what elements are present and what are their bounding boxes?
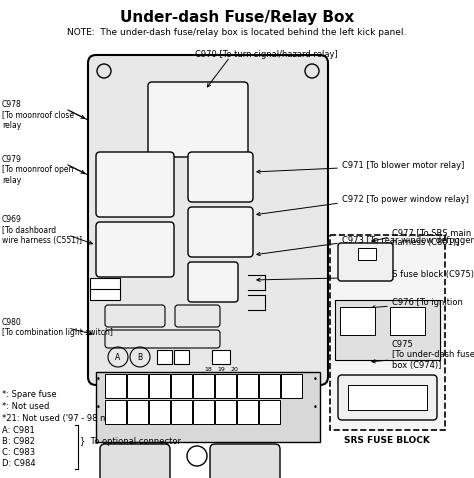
Bar [157,350,172,364]
Text: C980
[To combination light switch]: C980 [To combination light switch] [2,318,113,337]
Bar [259,374,280,398]
FancyBboxPatch shape [338,243,393,281]
Bar [149,400,170,424]
Bar [335,300,440,360]
Text: D: C984: D: C984 [2,459,36,468]
FancyBboxPatch shape [96,222,174,277]
Text: *21: Not used ('97 - 98 models): *21: Not used ('97 - 98 models) [2,414,134,423]
Bar [348,385,427,410]
Text: 11: 11 [155,383,164,389]
Bar [193,400,214,424]
Text: 14: 14 [221,383,229,389]
Text: C972 [To power window relay]: C972 [To power window relay] [342,196,469,205]
Text: C969
[To dashboard
wire harness (C551)]: C969 [To dashboard wire harness (C551)] [2,215,82,245]
Text: 7: 7 [246,410,249,414]
Bar [127,400,148,424]
Text: C979
[To moonroof open
relay: C979 [To moonroof open relay [2,155,73,185]
Bar [105,374,126,398]
Text: 17: 17 [288,383,295,389]
Text: C973 [To rear window defogger relay]: C973 [To rear window defogger relay] [342,236,474,245]
Text: 22: 22 [92,281,101,287]
Text: A: A [115,352,120,361]
Text: 6: 6 [224,410,228,414]
Text: C976 [To ignition
switch]: C976 [To ignition switch] [392,298,463,317]
Text: 15: 15 [244,383,251,389]
Bar [281,374,302,398]
Text: C977 [To SRS main
harness (C801)]: C977 [To SRS main harness (C801)] [392,228,471,248]
Text: 3: 3 [157,410,162,414]
Text: 18: 18 [204,367,212,372]
Text: C974 [To SRS fuse block (C975)]: C974 [To SRS fuse block (C975)] [342,271,474,280]
Text: B: C982: B: C982 [2,437,35,446]
Text: 10: 10 [134,383,141,389]
Text: NOTE:  The under-dash fuse/relay box is located behind the left kick panel.: NOTE: The under-dash fuse/relay box is l… [67,28,407,37]
Text: 13: 13 [200,383,208,389]
Text: 2: 2 [136,410,139,414]
FancyBboxPatch shape [148,82,248,157]
Text: SRS FUSE BLOCK: SRS FUSE BLOCK [344,436,430,445]
Text: •: • [312,403,318,413]
FancyBboxPatch shape [188,207,253,257]
Text: }  To optional connector: } To optional connector [80,437,181,446]
Text: C978
[To moonroof close
relay: C978 [To moonroof close relay [2,100,74,130]
Text: 16: 16 [265,383,273,389]
Bar [237,374,258,398]
FancyBboxPatch shape [105,330,220,348]
Text: 23: 23 [352,313,362,322]
Bar [340,307,375,335]
Text: C971 [To blower motor relay]: C971 [To blower motor relay] [342,161,465,170]
Text: •: • [96,374,100,383]
Text: A: C981: A: C981 [2,426,35,435]
Text: +: + [220,352,226,358]
Text: 12: 12 [178,383,185,389]
Text: 4: 4 [180,410,183,414]
Bar [105,400,126,424]
Bar [127,374,148,398]
Bar [358,248,376,260]
Text: 8: 8 [267,410,272,414]
Bar [390,307,425,335]
Bar [215,374,236,398]
Text: 24: 24 [402,313,412,322]
Text: Under-dash Fuse/Relay Box: Under-dash Fuse/Relay Box [120,10,354,25]
Text: C: C983: C: C983 [2,448,35,457]
FancyBboxPatch shape [175,305,220,327]
FancyBboxPatch shape [105,305,165,327]
Bar [237,400,258,424]
Text: •: • [96,403,100,413]
Text: C975
[To under-dash fuse/relay
box (C974)]: C975 [To under-dash fuse/relay box (C974… [392,340,474,370]
Text: D: D [179,352,185,361]
FancyBboxPatch shape [88,55,328,385]
FancyBboxPatch shape [338,375,437,420]
Text: 9: 9 [113,383,118,389]
Bar [259,400,280,424]
Bar [90,278,120,300]
Text: *: Not used: *: Not used [2,402,49,411]
Bar [215,400,236,424]
Bar [149,374,170,398]
FancyBboxPatch shape [188,262,238,302]
Text: B: B [137,352,143,361]
Bar [174,350,189,364]
Text: 19: 19 [217,367,225,372]
Bar [171,374,192,398]
Bar [330,235,445,430]
Text: 1: 1 [114,410,118,414]
Text: 20: 20 [230,367,238,372]
Text: C970 [To turn signal/hazard relay]: C970 [To turn signal/hazard relay] [195,50,338,59]
Text: •: • [312,374,318,383]
Bar [193,374,214,398]
FancyBboxPatch shape [96,152,174,217]
Text: 5: 5 [201,410,205,414]
Bar [96,372,320,442]
Text: *21: *21 [90,291,102,297]
Text: C: C [163,352,168,361]
Bar [212,350,230,364]
Text: -: - [212,352,215,358]
FancyBboxPatch shape [210,444,280,478]
FancyBboxPatch shape [100,444,170,478]
FancyBboxPatch shape [188,152,253,202]
Text: *: Spare fuse: *: Spare fuse [2,390,56,399]
Bar [171,400,192,424]
